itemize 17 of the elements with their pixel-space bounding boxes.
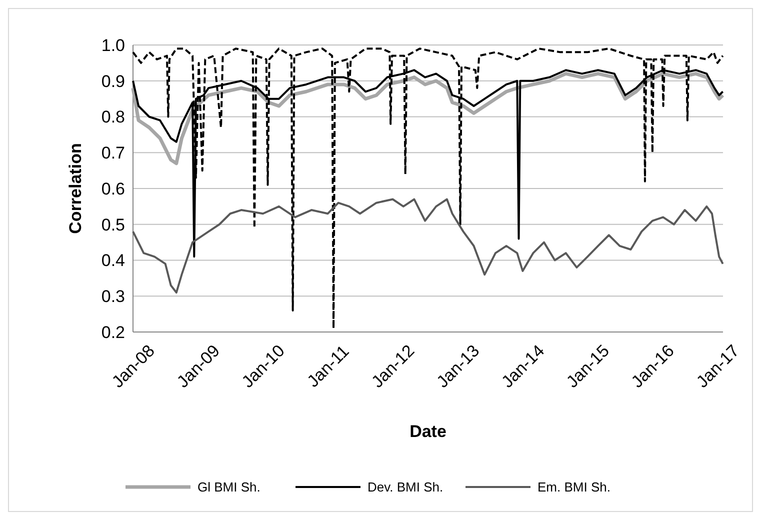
y-tick-label: 1.0: [101, 36, 125, 55]
y-tick-label: 0.7: [101, 144, 125, 163]
legend-label: Gl BMI Sh.: [198, 480, 260, 495]
y-tick-label: 0.3: [101, 287, 125, 306]
y-axis-title: Correlation: [66, 143, 85, 234]
y-tick-label: 0.4: [101, 251, 125, 270]
y-tick-label: 0.2: [101, 322, 125, 342]
x-axis-title: Date: [410, 422, 446, 441]
line-series: [132, 198, 724, 294]
y-tick-label: 0.6: [101, 179, 125, 198]
line-series: [132, 48, 724, 330]
legend-label: Dev. BMI Sh.: [368, 480, 444, 495]
y-tick-label: 0.8: [101, 108, 125, 127]
line-series: [131, 72, 725, 166]
y-tick-label: 0.5: [101, 215, 125, 234]
y-tick-label: 0.9: [101, 72, 125, 91]
legend-label: Em. BMI Sh.: [538, 480, 610, 495]
